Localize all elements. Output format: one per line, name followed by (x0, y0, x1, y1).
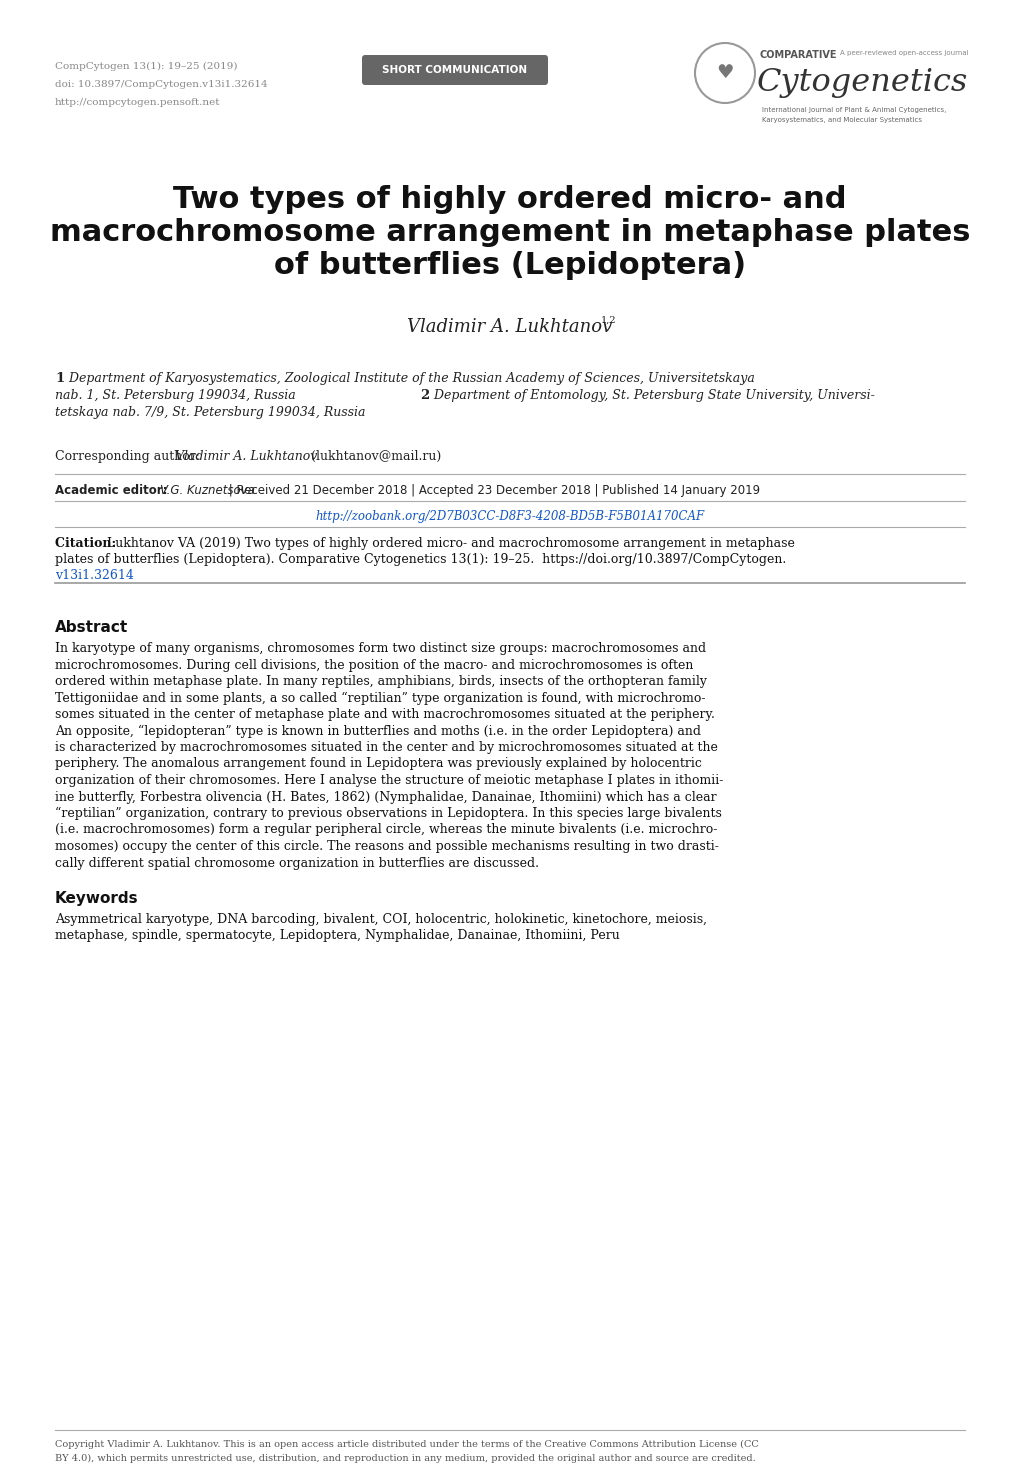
Text: macrochromosome arrangement in metaphase plates: macrochromosome arrangement in metaphase… (50, 218, 969, 248)
Text: Abstract: Abstract (55, 620, 128, 635)
Text: Academic editor:: Academic editor: (55, 483, 171, 497)
Text: BY 4.0), which permits unrestricted use, distribution, and reproduction in any m: BY 4.0), which permits unrestricted use,… (55, 1453, 755, 1464)
Text: v13i1.32614: v13i1.32614 (55, 569, 133, 581)
Text: Copyright Vladimir A. Lukhtanov. This is an open access article distributed unde: Copyright Vladimir A. Lukhtanov. This is… (55, 1440, 758, 1449)
Text: Tettigoniidae and in some plants, a so called “reptilian” type organization is f: Tettigoniidae and in some plants, a so c… (55, 691, 705, 704)
Text: In karyotype of many organisms, chromosomes form two distinct size groups: macro: In karyotype of many organisms, chromoso… (55, 642, 705, 655)
Text: V.G. Kuznetsova: V.G. Kuznetsova (160, 483, 255, 497)
Text: Karyosystematics, and Molecular Systematics: Karyosystematics, and Molecular Systemat… (761, 117, 921, 123)
Text: mosomes) occupy the center of this circle. The reasons and possible mechanisms r: mosomes) occupy the center of this circl… (55, 839, 718, 853)
Text: 1,2: 1,2 (600, 316, 616, 325)
Text: (i.e. macrochromosomes) form a regular peripheral circle, whereas the minute biv: (i.e. macrochromosomes) form a regular p… (55, 823, 716, 836)
Text: http://zoobank.org/2D7B03CC-D8F3-4208-BD5B-F5B01A170CAF: http://zoobank.org/2D7B03CC-D8F3-4208-BD… (315, 510, 704, 523)
Text: microchromosomes. During cell divisions, the position of the macro- and microchr: microchromosomes. During cell divisions,… (55, 658, 693, 672)
Text: Two types of highly ordered micro- and: Two types of highly ordered micro- and (173, 185, 846, 214)
Text: tetskaya nab. 7/9, St. Petersburg 199034, Russia: tetskaya nab. 7/9, St. Petersburg 199034… (55, 406, 365, 420)
FancyBboxPatch shape (362, 55, 547, 85)
Text: Department of Entomology, St. Petersburg State University, Universi-: Department of Entomology, St. Petersburg… (430, 389, 874, 402)
Text: nab. 1, St. Petersburg 199034, Russia: nab. 1, St. Petersburg 199034, Russia (55, 389, 300, 402)
Text: Lukhtanov VA (2019) Two types of highly ordered micro- and macrochromosome arran: Lukhtanov VA (2019) Two types of highly … (107, 537, 794, 550)
Text: somes situated in the center of metaphase plate and with macrochromosomes situat: somes situated in the center of metaphas… (55, 707, 714, 721)
Text: 2: 2 (420, 389, 429, 402)
Text: Vladimir A. Lukhtanov: Vladimir A. Lukhtanov (407, 317, 612, 337)
Text: Asymmetrical karyotype, DNA barcoding, bivalent, COI, holocentric, holokinetic, : Asymmetrical karyotype, DNA barcoding, b… (55, 914, 706, 925)
Text: Vladimir A. Lukhtanov: Vladimir A. Lukhtanov (175, 449, 317, 463)
Text: Keywords: Keywords (55, 891, 139, 906)
Text: metaphase, spindle, spermatocyte, Lepidoptera, Nymphalidae, Danainae, Ithomiini,: metaphase, spindle, spermatocyte, Lepido… (55, 930, 620, 943)
Text: SHORT COMMUNICATION: SHORT COMMUNICATION (382, 65, 527, 76)
Text: is characterized by macrochromosomes situated in the center and by microchromoso: is characterized by macrochromosomes sit… (55, 742, 717, 753)
Text: COMPARATIVE: COMPARATIVE (759, 50, 837, 59)
Text: “reptilian” organization, contrary to previous observations in Lepidoptera. In t: “reptilian” organization, contrary to pr… (55, 807, 721, 820)
Text: Cytogenetics: Cytogenetics (756, 67, 967, 98)
Text: doi: 10.3897/CompCytogen.v13i1.32614: doi: 10.3897/CompCytogen.v13i1.32614 (55, 80, 267, 89)
Text: Citation:: Citation: (55, 537, 120, 550)
Text: ordered within metaphase plate. In many reptiles, amphibians, birds, insects of : ordered within metaphase plate. In many … (55, 675, 706, 688)
Text: Department of Karyosystematics, Zoological Institute of the Russian Academy of S: Department of Karyosystematics, Zoologic… (65, 372, 754, 386)
Text: A peer-reviewed open-access journal: A peer-reviewed open-access journal (840, 50, 968, 56)
Text: plates of butterflies (Lepidoptera). Comparative Cytogenetics 13(1): 19–25.  htt: plates of butterflies (Lepidoptera). Com… (55, 553, 786, 567)
Text: CompCytogen 13(1): 19–25 (2019): CompCytogen 13(1): 19–25 (2019) (55, 62, 237, 71)
Text: http://compcytogen.pensoft.net: http://compcytogen.pensoft.net (55, 98, 220, 107)
Text: Corresponding author:: Corresponding author: (55, 449, 204, 463)
Text: ♥: ♥ (715, 64, 733, 83)
Text: | Received 21 December 2018 | Accepted 23 December 2018 | Published 14 January 2: | Received 21 December 2018 | Accepted 2… (225, 483, 759, 497)
Text: (lukhtanov@mail.ru): (lukhtanov@mail.ru) (307, 449, 441, 463)
Text: 1: 1 (55, 372, 64, 386)
Text: periphery. The anomalous arrangement found in Lepidoptera was previously explain: periphery. The anomalous arrangement fou… (55, 758, 701, 771)
Text: of butterflies (Lepidoptera): of butterflies (Lepidoptera) (274, 251, 745, 280)
Text: An opposite, “lepidopteran” type is known in butterflies and moths (i.e. in the : An opposite, “lepidopteran” type is know… (55, 725, 700, 737)
Text: organization of their chromosomes. Here I analyse the structure of meiotic metap: organization of their chromosomes. Here … (55, 774, 722, 787)
Text: ine butterfly, Forbestra olivencia (H. Bates, 1862) (Nymphalidae, Danainae, Itho: ine butterfly, Forbestra olivencia (H. B… (55, 790, 716, 804)
Text: International Journal of Plant & Animal Cytogenetics,: International Journal of Plant & Animal … (761, 107, 946, 113)
Text: cally different spatial chromosome organization in butterflies are discussed.: cally different spatial chromosome organ… (55, 857, 538, 869)
